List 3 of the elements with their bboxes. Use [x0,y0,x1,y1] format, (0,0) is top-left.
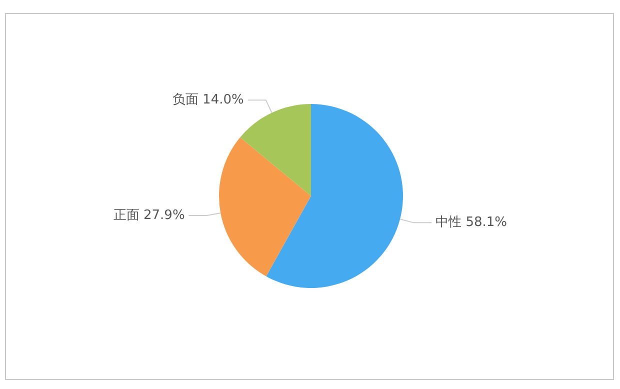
slice-label: 负面 14.0% [172,92,244,108]
slice-label: 中性 58.1% [436,215,508,230]
slice-label: 正面 27.9% [113,208,185,223]
